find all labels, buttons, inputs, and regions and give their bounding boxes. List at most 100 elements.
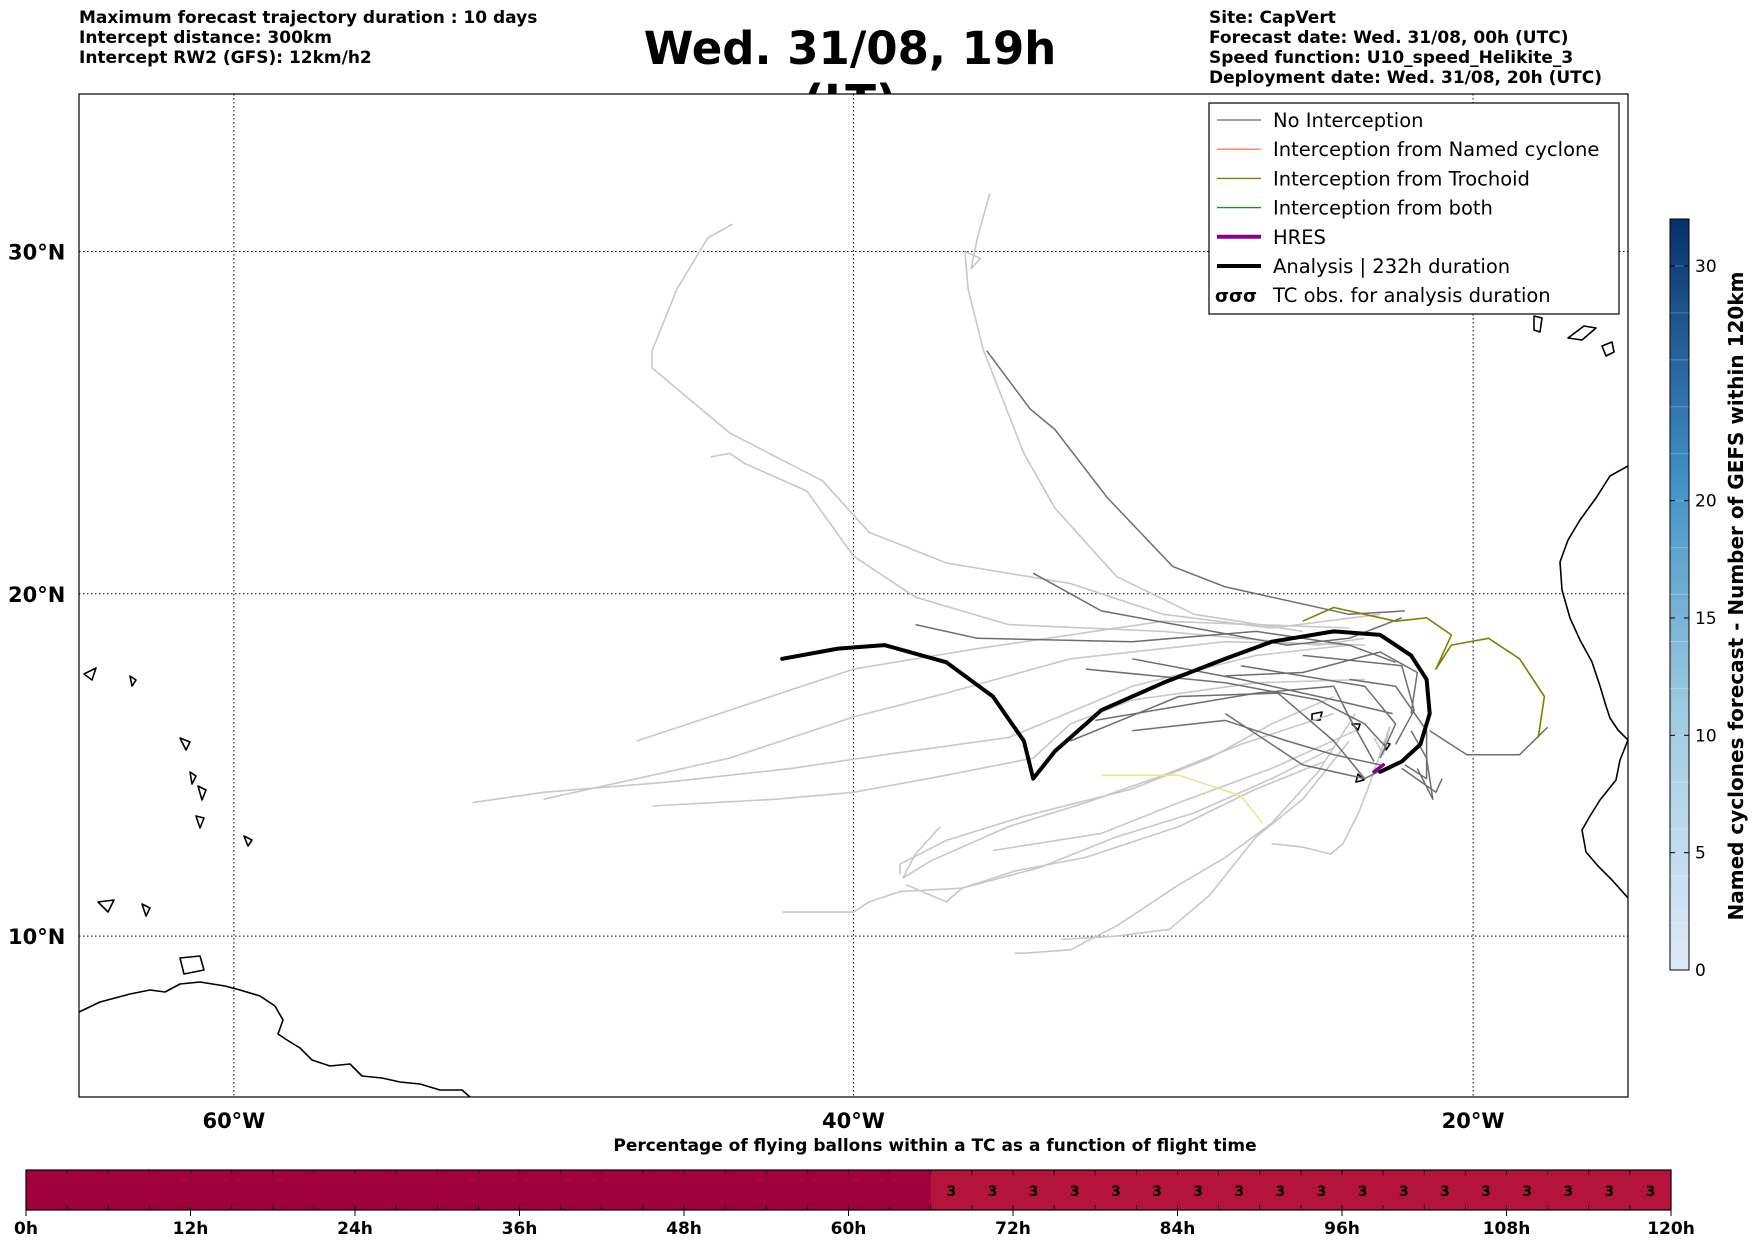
legend-label: No Interception	[1273, 109, 1424, 132]
flight-time-tick-label: 120h	[1647, 1219, 1695, 1239]
percentage-cell	[231, 1170, 274, 1210]
percentage-value: 3	[1234, 1184, 1244, 1200]
land-outlines	[79, 315, 1628, 1097]
no-interception-track	[915, 623, 1396, 664]
no-interception-light-tracks	[472, 193, 1391, 954]
intercept-rw2-text: Intercept RW2 (GFS): 12km/h2	[79, 48, 372, 68]
colorbar-tick-label: 15	[1695, 609, 1717, 629]
percentage-cell	[519, 1170, 562, 1210]
percentage-value: 3	[1399, 1184, 1409, 1200]
percentage-value: 3	[946, 1184, 956, 1200]
flight-time-tick-label: 36h	[502, 1219, 538, 1239]
flight-time-tick-label: 96h	[1324, 1219, 1360, 1239]
antilles-6	[195, 815, 205, 829]
no-interception-track	[1132, 719, 1381, 766]
percentage-value: 3	[988, 1184, 998, 1200]
plot-frame	[78, 93, 1629, 1098]
colorbar-tick-label: 30	[1695, 257, 1717, 277]
percentage-value: 3	[1440, 1184, 1450, 1200]
percentage-value: 3	[1563, 1184, 1573, 1200]
longitude-tick-label: 40°W	[822, 1109, 885, 1130]
no-interception-track	[1061, 740, 1350, 941]
flight-time-tick-label: 84h	[1160, 1219, 1196, 1239]
legend-label: Interception from both	[1273, 197, 1493, 220]
percentage-cell	[1629, 1170, 1672, 1210]
no-interception-track	[652, 678, 1365, 807]
forecast-parameters: Maximum forecast trajectory duration : 1…	[79, 8, 537, 68]
hres-track	[1372, 763, 1386, 774]
colorbar: 0 5 10 15 20 30 Named cyclones forecast - Numb…	[1669, 218, 1748, 981]
percentage-cell	[1506, 1170, 1549, 1210]
flight-time-tick-label: 0h	[14, 1219, 38, 1239]
no-interception-track	[992, 729, 1356, 852]
percentage-value: 3	[1317, 1184, 1327, 1200]
africa-west-bulge	[1581, 739, 1628, 899]
percentage-cell	[684, 1170, 726, 1210]
percentage-cell	[1177, 1170, 1220, 1210]
intercept-distance-text: Intercept distance: 300km	[79, 28, 332, 48]
colorbar-tick-label: 10	[1695, 726, 1717, 746]
no-interception-track	[651, 223, 1381, 629]
percentage-cell	[1588, 1170, 1631, 1210]
percentage-cell	[1136, 1170, 1178, 1210]
percentage-cell	[1547, 1170, 1590, 1210]
no-interception-track	[1014, 713, 1357, 954]
colorbar-tick-label: 0	[1695, 961, 1706, 981]
trinidad-island	[179, 955, 205, 975]
flight-time-tick-label: 108h	[1483, 1219, 1531, 1239]
percentage-cell	[1342, 1170, 1384, 1210]
colorbar-scale	[1669, 218, 1690, 971]
percentage-cell	[478, 1170, 520, 1210]
south-america-coast	[79, 981, 471, 1097]
percentage-cell	[889, 1170, 932, 1210]
flight-time-tick-label: 48h	[666, 1219, 702, 1239]
highlight-tracks	[780, 606, 1546, 824]
percentage-cell	[313, 1170, 356, 1210]
trajectory-map: 60°W 40°W 20°W 30°N 20°N 10°N No Interception…	[8, 93, 1748, 1130]
antilles-1	[83, 667, 97, 681]
percentage-cell	[108, 1170, 150, 1210]
percentage-cell	[67, 1170, 109, 1210]
percentage-cell	[437, 1170, 479, 1210]
graticule	[79, 94, 1628, 1097]
percentage-cell	[930, 1170, 973, 1210]
no-interception-track	[782, 760, 1325, 913]
max-duration-text: Maximum forecast trajectory duration : 1…	[79, 8, 538, 28]
antilles-8	[97, 899, 115, 913]
legend-label: Analysis | 232h duration	[1273, 255, 1510, 278]
latitude-tick-label: 20°N	[8, 583, 65, 607]
legend-label: Interception from Trochoid	[1273, 167, 1530, 190]
no-interception-track	[543, 640, 1365, 800]
no-interception-track	[905, 747, 1335, 903]
flight-time-tick-label: 24h	[337, 1219, 373, 1239]
canary-island-c	[1601, 341, 1615, 357]
no-interception-track	[636, 620, 1350, 742]
percentage-cell	[601, 1170, 644, 1210]
colorbar-tick-label: 20	[1695, 492, 1717, 512]
analysis-track	[780, 629, 1432, 781]
percentage-cell	[149, 1170, 191, 1210]
percentage-cell	[355, 1170, 397, 1210]
legend-box	[1208, 102, 1620, 315]
site-info: Site: CapVert Forecast date: Wed. 31/08,…	[1209, 8, 1602, 88]
colorbar-label: Named cyclones forecast - Number of GEFS…	[1724, 272, 1748, 921]
percentage-cell	[1383, 1170, 1425, 1210]
percentage-cell	[1465, 1170, 1507, 1210]
antilles-7	[243, 835, 253, 847]
trajectory-track	[1101, 774, 1264, 824]
percentage-cell	[1259, 1170, 1302, 1210]
percentage-cell	[190, 1170, 233, 1210]
latitude-tick-label: 30°N	[8, 240, 65, 264]
percentage-cell	[1300, 1170, 1343, 1210]
percentage-value: 3	[1275, 1184, 1285, 1200]
site-text: Site: CapVert	[1209, 8, 1336, 28]
no-interception-track	[1225, 651, 1419, 714]
percentage-value: 3	[1193, 1184, 1203, 1200]
percentage-cell	[396, 1170, 438, 1210]
canary-island-a	[1533, 315, 1543, 333]
no-interception-track	[964, 193, 1303, 633]
legend-label: HRES	[1273, 226, 1326, 249]
longitude-tick-label: 60°W	[202, 1109, 265, 1130]
no-interception-track	[1070, 692, 1366, 780]
percentage-cell	[766, 1170, 808, 1210]
